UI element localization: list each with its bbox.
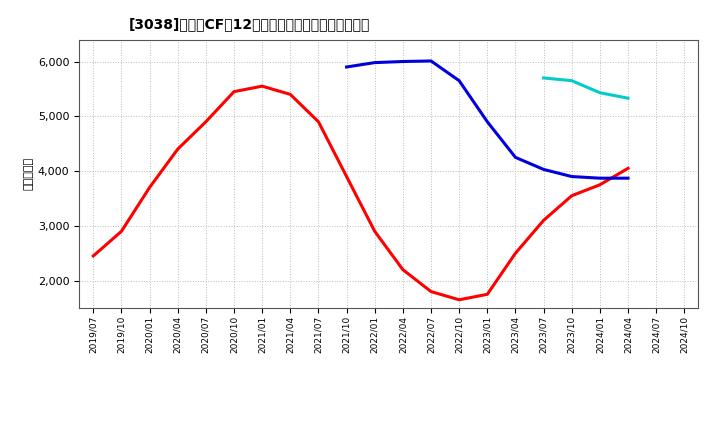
3年 [370,229,379,234]
5年 [370,60,379,65]
5年 [539,167,548,172]
Line: 7年: 7年 [544,78,628,98]
3年 [624,166,632,171]
3年 [145,185,154,190]
5年 [483,119,492,125]
3年 [174,147,182,152]
3年 [89,253,98,259]
5年 [399,59,408,64]
3年 [483,292,492,297]
7年 [567,78,576,83]
3年 [117,229,126,234]
3年 [567,193,576,198]
3年 [314,119,323,125]
5年 [595,176,604,181]
3年 [230,89,238,94]
7年 [595,90,604,95]
Line: 3年: 3年 [94,86,628,300]
3年 [399,267,408,272]
3年 [511,251,520,256]
5年 [427,59,436,64]
5年 [567,174,576,179]
3年 [539,218,548,223]
3年 [286,92,294,97]
3年 [595,182,604,187]
Y-axis label: （百万円）: （百万円） [24,157,34,191]
7年 [624,95,632,101]
5年 [624,176,632,181]
3年 [427,289,436,294]
5年 [455,78,464,83]
7年 [539,75,548,81]
3年 [258,84,266,89]
3年 [455,297,464,302]
3年 [202,119,210,125]
3年 [342,174,351,179]
Text: [3038]　投賄CFの12か月移動合計の標準偏差の推移: [3038] 投賄CFの12か月移動合計の標準偏差の推移 [129,18,370,32]
5年 [342,64,351,70]
Line: 5年: 5年 [346,61,628,178]
5年 [511,155,520,160]
